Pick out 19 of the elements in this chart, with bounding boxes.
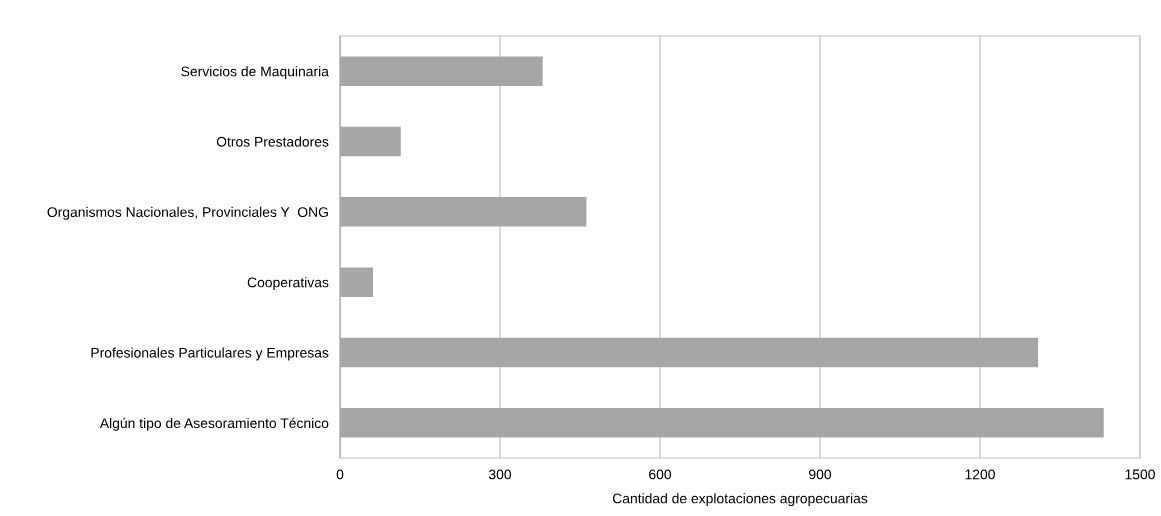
y-tick-label: Cooperativas	[247, 277, 329, 291]
x-tick-label: 900	[809, 469, 832, 480]
x-tick-label: 0	[336, 469, 344, 480]
y-tick-label: Profesionales Particulares y Empresas	[91, 347, 329, 361]
x-tick-label: 300	[488, 469, 512, 480]
bar	[340, 267, 374, 297]
bar	[340, 56, 543, 86]
bar	[340, 337, 1039, 368]
bar	[340, 126, 401, 157]
x-tick-label: 1500	[1125, 469, 1155, 480]
y-tick-label: Servicios de Maquinaria	[181, 66, 329, 80]
y-tick-label: Algún tipo de Asesoramiento Técnico	[99, 417, 329, 431]
x-tick-label: 1200	[965, 469, 995, 480]
y-tick-label: Otros Prestadores	[216, 136, 329, 147]
y-tick-label: Organismos Nacionales, Provinciales Y ONG	[47, 206, 328, 220]
x-tick-label: 600	[649, 469, 672, 480]
bar	[340, 408, 1104, 438]
bar	[340, 197, 587, 227]
x-axis-title: Cantidad de explotaciones agropecuarias	[612, 493, 868, 507]
